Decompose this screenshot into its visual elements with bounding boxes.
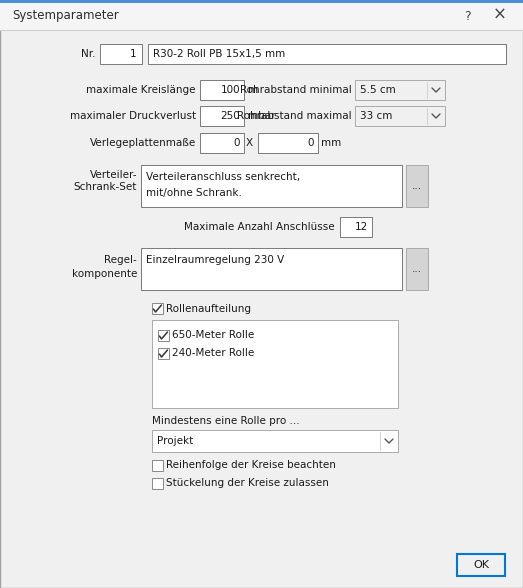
Bar [158,348,169,359]
Text: Mindestens eine Rolle pro ...: Mindestens eine Rolle pro ... [152,416,300,426]
Text: 12: 12 [355,222,368,232]
Text: Regel-: Regel- [104,255,137,265]
Text: Schrank-Set: Schrank-Set [74,182,137,192]
Bar [158,330,169,341]
Text: Stückelung der Kreise zulassen: Stückelung der Kreise zulassen [166,479,329,489]
Text: 240-Meter Rolle: 240-Meter Rolle [172,349,254,359]
Text: Projekt: Projekt [157,436,194,446]
Text: Reihenfolge der Kreise beachten: Reihenfolge der Kreise beachten [166,460,336,470]
Bar [406,165,428,207]
Bar [152,303,163,314]
Text: Verteileranschluss senkrecht,: Verteileranschluss senkrecht, [146,172,300,182]
Bar [141,165,402,207]
Text: ...: ... [412,264,422,274]
Text: OK: OK [473,560,489,570]
Text: Rohrabstand minimal: Rohrabstand minimal [240,85,352,95]
Text: komponente: komponente [72,269,137,279]
Bar [200,133,244,153]
Text: Nr.: Nr. [81,49,95,59]
Text: 1: 1 [129,49,136,59]
Bar [355,106,445,126]
Text: Maximale Anzahl Anschlüsse: Maximale Anzahl Anschlüsse [185,222,335,232]
Text: 33 cm: 33 cm [360,111,392,121]
Text: Verlegeplattenmaße: Verlegeplattenmaße [90,138,196,148]
Bar [457,554,505,576]
Bar [355,80,445,100]
Text: X: X [245,138,253,148]
Bar [200,106,244,126]
Text: Systemparameter: Systemparameter [12,9,119,22]
Bar [0,3,523,30]
Text: Rollenaufteilung: Rollenaufteilung [166,303,251,313]
Bar [148,44,506,64]
Bar [406,248,428,290]
Text: ?: ? [464,9,470,22]
Bar [152,478,163,489]
Text: R30-2 Roll PB 15x1,5 mm: R30-2 Roll PB 15x1,5 mm [153,49,285,59]
Text: 5.5 cm: 5.5 cm [360,85,396,95]
Bar [141,248,402,290]
Text: mit/ohne Schrank.: mit/ohne Schrank. [146,188,242,198]
Bar [152,320,398,408]
Text: mbar: mbar [248,111,276,121]
Text: mm: mm [321,138,341,148]
Bar [258,133,318,153]
Bar [152,430,398,452]
Text: 0: 0 [308,138,314,148]
Text: 0: 0 [233,138,240,148]
Text: ...: ... [412,181,422,191]
Text: Verteiler-: Verteiler- [89,170,137,180]
Text: Einzelraumregelung 230 V: Einzelraumregelung 230 V [146,255,284,265]
Bar [152,460,163,471]
Bar [0,0,523,3]
Text: ×: × [493,6,507,24]
Text: maximale Kreislänge: maximale Kreislänge [86,85,196,95]
Text: maximaler Druckverlust: maximaler Druckverlust [70,111,196,121]
Bar [340,217,372,237]
Bar [200,80,244,100]
Text: 250: 250 [220,111,240,121]
Text: m: m [248,85,258,95]
Text: Rohrabstand maximal: Rohrabstand maximal [237,111,352,121]
Text: 100: 100 [220,85,240,95]
Bar [100,44,142,64]
Text: 650-Meter Rolle: 650-Meter Rolle [172,330,254,340]
